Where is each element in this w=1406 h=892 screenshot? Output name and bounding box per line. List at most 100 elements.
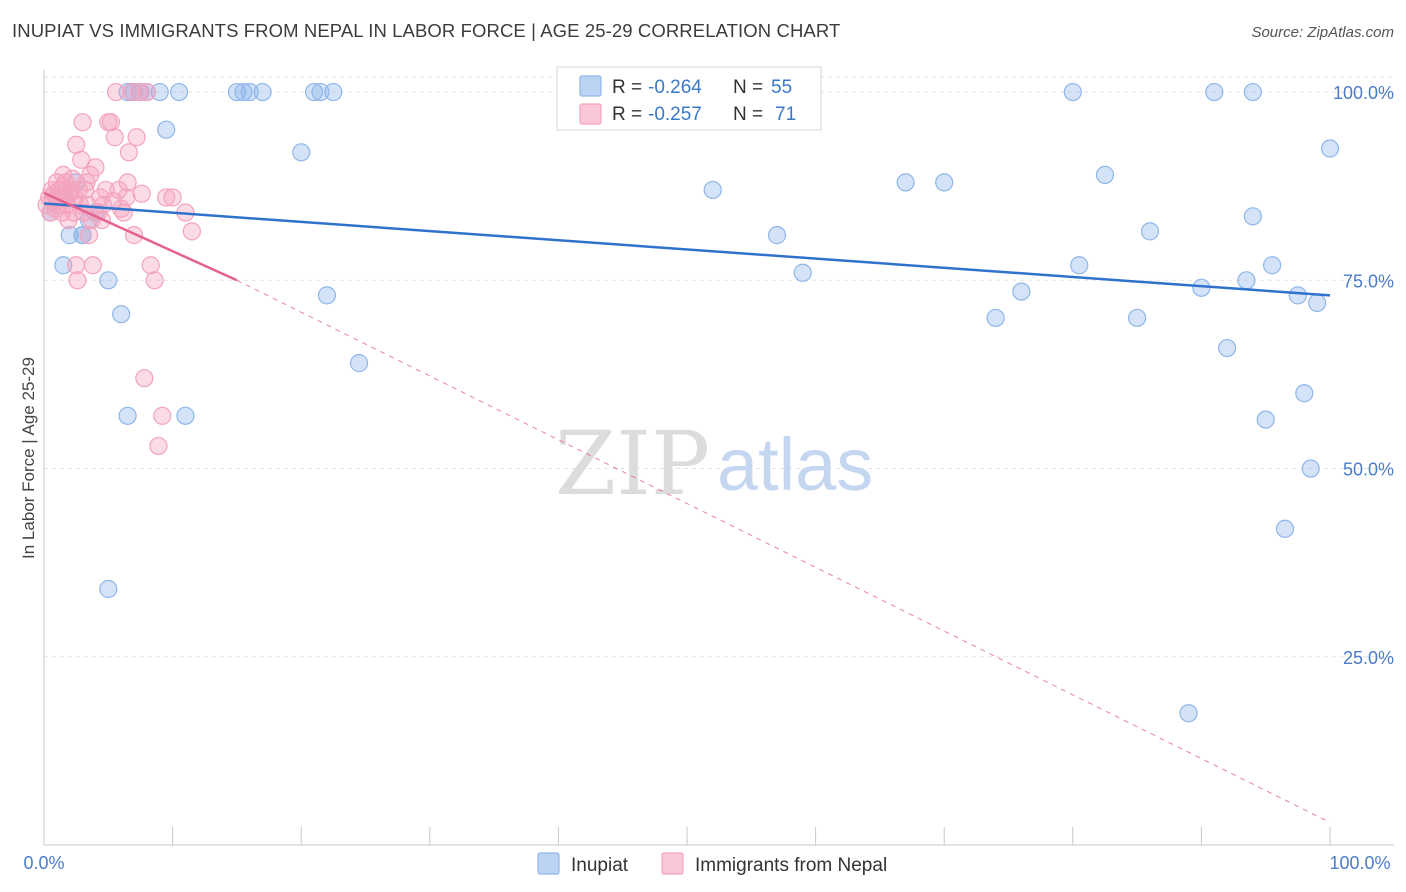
inupiat-point-36 xyxy=(986,308,1005,328)
nepal-trend-line xyxy=(43,191,238,282)
bottom-legend-inupiat: Inupiat xyxy=(571,855,629,876)
inupiat-point-12 xyxy=(118,406,137,425)
inupiat-point-50 xyxy=(1256,410,1275,429)
y-tick-label-25: 25.0% xyxy=(1343,648,1394,668)
source-note: Source: ZipAtlas.com xyxy=(1251,24,1394,41)
nepal-point-25 xyxy=(67,256,86,275)
inupiat-point-43 xyxy=(1179,704,1198,723)
nepal-point-35 xyxy=(79,226,99,245)
nepal-point-46 xyxy=(101,113,120,132)
inupiat-point-41 xyxy=(1127,308,1147,328)
inupiat-point-35 xyxy=(935,173,954,192)
inupiat-point-57 xyxy=(1320,139,1340,158)
nepal-point-53 xyxy=(117,188,136,207)
inupiat-point-25 xyxy=(292,143,311,162)
legend-r-value-1: -0.264 xyxy=(648,77,702,98)
nepal-point-54 xyxy=(118,173,137,192)
nepal-point-56 xyxy=(122,82,141,102)
inupiat-point-34 xyxy=(896,173,915,192)
inupiat-point-54 xyxy=(1295,384,1314,403)
watermark-zip: ZIP xyxy=(555,412,710,515)
inupiat-point-38 xyxy=(1063,82,1082,102)
inupiat-point-23 xyxy=(240,82,259,102)
inupiat-point-47 xyxy=(1237,271,1256,290)
inupiat-point-42 xyxy=(1140,222,1160,241)
inupiat-point-53 xyxy=(1288,286,1307,305)
inupiat-point-17 xyxy=(150,82,169,102)
legend-r-label-2: R = xyxy=(612,104,642,125)
nepal-point-58 xyxy=(127,128,146,147)
x-tick-label-100: 100.0% xyxy=(1329,853,1390,873)
nepal-point-24 xyxy=(67,135,86,154)
inupiat-point-45 xyxy=(1205,82,1224,102)
nepal-point-29 xyxy=(72,150,91,169)
inupiat-point-46 xyxy=(1218,338,1237,358)
nepal-point-68 xyxy=(163,188,182,207)
legend-r-label-1: R = xyxy=(612,77,642,98)
inupiat-point-55 xyxy=(1301,459,1320,478)
nepal-point-48 xyxy=(105,128,124,147)
nepal-point-64 xyxy=(145,271,164,290)
watermark: ZIP atlas xyxy=(555,412,873,515)
nepal-point-49 xyxy=(106,82,126,102)
inupiat-point-10 xyxy=(99,579,118,599)
inupiat-trend-line xyxy=(43,202,1331,297)
inupiat-point-37 xyxy=(1012,282,1031,301)
inupiat-point-9 xyxy=(99,271,118,290)
inupiat-point-26 xyxy=(304,82,324,102)
nepal-point-62 xyxy=(137,82,156,102)
inupiat-point-2 xyxy=(54,256,73,275)
nepal-point-55 xyxy=(119,143,138,162)
nepal-point-67 xyxy=(157,188,176,207)
inupiat-point-22 xyxy=(234,82,253,102)
inupiat-point-30 xyxy=(349,354,369,373)
legend-swatch-nepal xyxy=(579,103,602,125)
legend-r-value-2: -0.257 xyxy=(648,104,702,125)
legend-n-value-2: 71 xyxy=(775,104,796,125)
x-tick-marks xyxy=(43,827,1331,845)
inupiat-point-11 xyxy=(112,305,131,324)
y-tick-label-50: 50.0% xyxy=(1343,460,1394,480)
grid-lines xyxy=(44,76,1394,658)
watermark-atlas: atlas xyxy=(717,423,873,506)
bottom-legend-nepal: Immigrants from Nepal xyxy=(695,855,887,876)
bottom-legend-swatch-inupiat xyxy=(537,852,560,875)
inupiat-point-32 xyxy=(767,226,787,245)
bottom-legend-swatch-nepal xyxy=(661,852,684,875)
nepal-point-30 xyxy=(73,113,92,132)
inupiat-point-27 xyxy=(311,82,330,102)
y-tick-label-100: 100.0% xyxy=(1333,83,1394,103)
y-axis-label: In Labor Force | Age 25-29 xyxy=(19,357,38,559)
x-tick-label-0: 0.0% xyxy=(23,853,64,873)
bottom-legend: Inupiat Immigrants from Nepal xyxy=(537,852,887,876)
nepal-point-39 xyxy=(86,158,105,177)
nepal-point-63 xyxy=(141,256,160,275)
nepal-point-60 xyxy=(132,184,151,203)
inupiat-point-49 xyxy=(1243,207,1262,226)
inupiat-point-48 xyxy=(1243,82,1262,102)
inupiat-point-56 xyxy=(1308,293,1327,312)
legend-n-label-1: N = xyxy=(733,77,763,98)
inupiat-point-39 xyxy=(1070,256,1089,275)
y-tick-labels: 25.0% 50.0% 75.0% 100.0% xyxy=(1333,83,1394,668)
inupiat-points xyxy=(41,82,1340,723)
inupiat-point-6 xyxy=(73,226,92,245)
inupiat-point-24 xyxy=(253,82,272,102)
legend-swatch-inupiat xyxy=(579,75,602,97)
chart-title: INUPIAT VS IMMIGRANTS FROM NEPAL IN LABO… xyxy=(12,20,841,41)
inupiat-point-40 xyxy=(1095,165,1115,184)
inupiat-point-3 xyxy=(60,226,79,245)
legend-n-value-1: 55 xyxy=(771,77,792,98)
nepal-trend-extension xyxy=(236,279,1331,823)
axes xyxy=(43,70,1394,846)
nepal-point-61 xyxy=(135,369,154,388)
legend-box: R = -0.264 N = 55 R = -0.257 N = 71 xyxy=(556,66,822,131)
nepal-point-26 xyxy=(68,271,87,290)
inupiat-point-51 xyxy=(1263,256,1282,275)
nepal-point-38 xyxy=(83,256,102,275)
inupiat-point-29 xyxy=(324,82,343,102)
y-tick-label-75: 75.0% xyxy=(1343,271,1394,291)
nepal-point-21 xyxy=(63,169,82,188)
inupiat-point-28 xyxy=(317,286,337,305)
nepal-point-70 xyxy=(182,222,201,241)
